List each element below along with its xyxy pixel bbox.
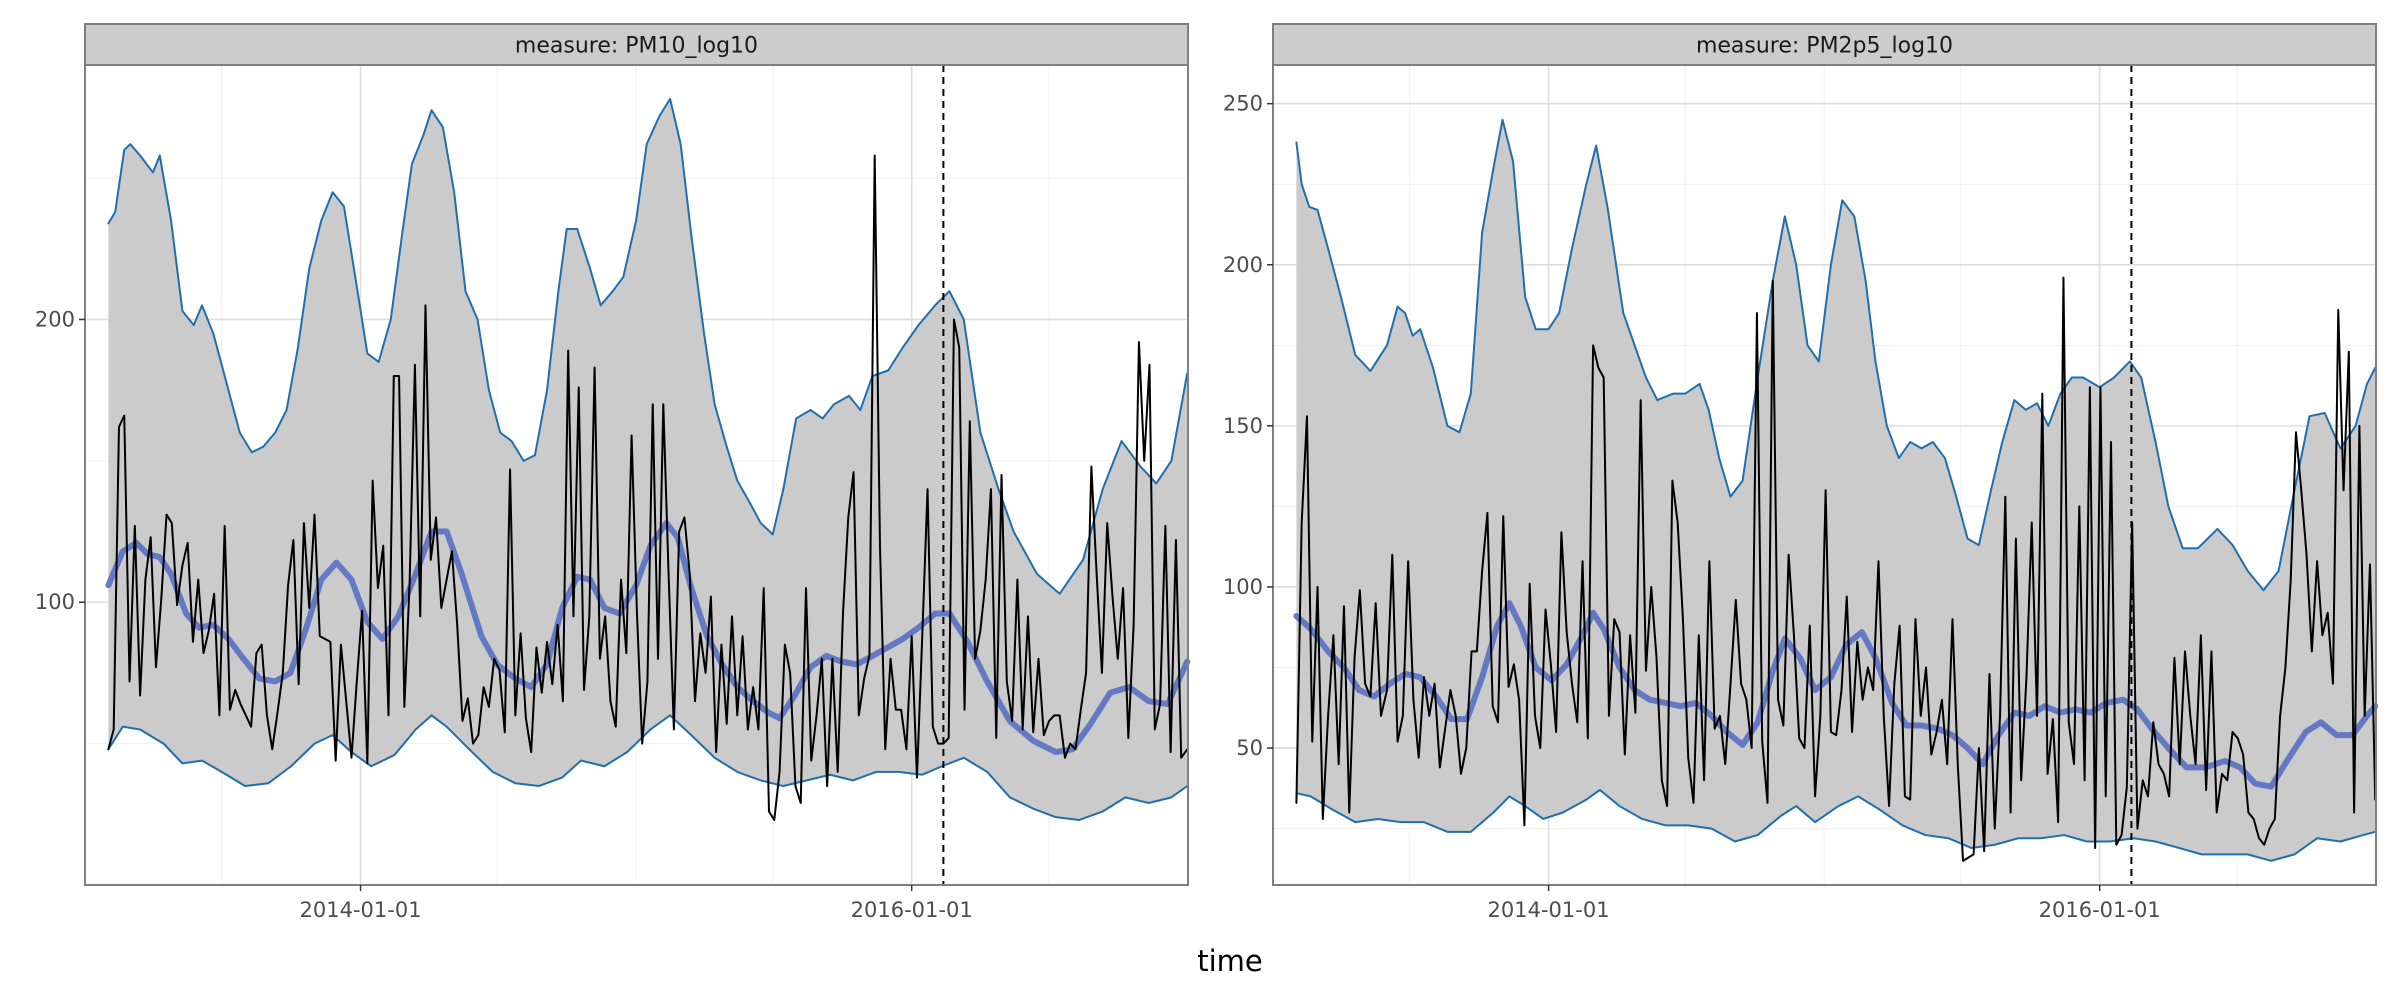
panel-PM2p5_log10: measure: PM2p5_log10 50 100 150 200 250 2014-0… — [1223, 23, 2379, 922]
y-tick-label: 200 — [1223, 253, 1263, 277]
facet-strip-label: measure: PM10_log10 — [515, 34, 758, 59]
x-tick-label: 2016-01-01 — [2039, 898, 2161, 922]
facet-strip — [1272, 23, 2377, 66]
x-tick-label: 2016-01-01 — [851, 898, 973, 922]
facet-strip — [84, 23, 1189, 66]
panel-PM10_log10: measure: PM10_log10 100 200 2014-01-01 2016-… — [35, 23, 1191, 922]
x-axis-title: time — [1197, 944, 1263, 978]
x-tick-label: 2014-01-01 — [1488, 898, 1610, 922]
lower-bound-line — [1295, 788, 2377, 862]
y-tick-label: 150 — [1223, 414, 1263, 438]
observed-line — [107, 154, 1189, 821]
y-tick-label: 50 — [1236, 736, 1263, 760]
prediction-ribbon — [108, 98, 1188, 820]
trend-line — [1293, 600, 2379, 790]
lower-bound-line — [107, 714, 1189, 821]
y-tick-label: 100 — [35, 590, 75, 614]
y-tick-label: 200 — [35, 307, 75, 331]
y-tick-label: 100 — [1223, 575, 1263, 599]
upper-bound-line — [1295, 118, 2377, 592]
y-tick-label: 250 — [1223, 92, 1263, 116]
facet-strip-label: measure: PM2p5_log10 — [1696, 34, 1953, 59]
observed-line — [1295, 276, 2377, 862]
x-tick-label: 2014-01-01 — [300, 898, 422, 922]
prediction-ribbon — [1296, 119, 2376, 861]
upper-bound-line — [107, 97, 1189, 595]
